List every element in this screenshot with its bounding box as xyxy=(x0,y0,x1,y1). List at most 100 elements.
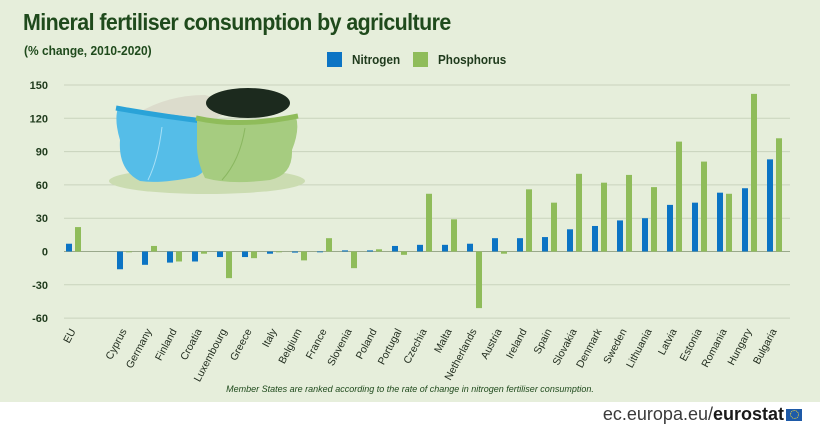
dark-fertiliser-pile xyxy=(206,88,290,118)
bar-nitrogen-portugal xyxy=(392,245,398,252)
bar-nitrogen-croatia xyxy=(192,251,198,262)
green-sack-icon xyxy=(196,117,298,183)
x-tick-label: Czechia xyxy=(401,327,429,366)
x-tick-label: France xyxy=(304,327,330,362)
bar-phosphorus-eu xyxy=(75,227,81,252)
bar-phosphorus-czechia xyxy=(426,193,432,252)
x-tick-label: Portugal xyxy=(376,327,405,367)
y-tick-label: 60 xyxy=(36,180,48,192)
y-tick-label: 90 xyxy=(36,147,48,159)
bar-phosphorus-sweden xyxy=(626,174,632,252)
bar-nitrogen-malta xyxy=(442,244,448,252)
bar-nitrogen-hungary xyxy=(742,188,748,252)
bars-layer xyxy=(66,93,782,309)
bar-nitrogen-poland xyxy=(367,250,373,252)
legend-item-phosphorus: Phosphorus xyxy=(413,52,514,67)
bar-phosphorus-ireland xyxy=(526,189,532,252)
eu-flag-icon xyxy=(786,408,802,421)
bar-nitrogen-slovakia xyxy=(567,229,573,252)
bar-phosphorus-italy xyxy=(276,251,282,253)
bar-nitrogen-luxembourg xyxy=(217,251,223,258)
green-sack-fold xyxy=(221,127,246,181)
bar-phosphorus-denmark xyxy=(601,182,607,252)
bar-nitrogen-lithuania xyxy=(642,218,648,252)
x-tick-label: EU xyxy=(61,327,78,346)
fertiliser-sacks-illustration xyxy=(109,88,305,194)
x-tick-label: Poland xyxy=(354,327,380,362)
x-tick-label: Bulgaria xyxy=(751,327,780,367)
bar-phosphorus-france xyxy=(326,238,332,252)
x-tick-label: Greece xyxy=(228,327,255,363)
source-credit[interactable]: ec.europa.eu/eurostat xyxy=(603,404,802,425)
bar-phosphorus-finland xyxy=(176,251,182,262)
y-tick-label: 120 xyxy=(30,113,48,125)
x-tick-label: Estonia xyxy=(678,327,705,364)
bar-phosphorus-croatia xyxy=(201,251,207,254)
bar-phosphorus-slovenia xyxy=(351,251,357,269)
green-sack-rim xyxy=(195,113,299,126)
chart-panel xyxy=(0,0,820,402)
x-tick-label: Spain xyxy=(531,327,554,356)
y-tick-label: 0 xyxy=(42,247,48,259)
bar-phosphorus-hungary xyxy=(751,93,757,252)
legend-swatch-nitrogen xyxy=(327,52,342,67)
x-tick-label: Latvia xyxy=(656,327,680,358)
bar-nitrogen-denmark xyxy=(592,225,598,252)
bar-phosphorus-slovakia xyxy=(576,173,582,252)
bar-phosphorus-poland xyxy=(376,249,382,252)
bar-phosphorus-luxembourg xyxy=(226,251,232,279)
bar-nitrogen-sweden xyxy=(617,220,623,252)
bar-phosphorus-malta xyxy=(451,219,457,252)
bar-phosphorus-romania xyxy=(726,193,732,252)
x-tick-label: Austria xyxy=(479,327,505,362)
bar-nitrogen-austria xyxy=(492,238,498,252)
bar-phosphorus-bulgaria xyxy=(776,138,782,252)
legend-item-nitrogen: Nitrogen xyxy=(327,52,405,67)
bar-nitrogen-estonia xyxy=(692,202,698,252)
bar-phosphorus-estonia xyxy=(701,161,707,252)
bar-nitrogen-cyprus xyxy=(117,251,123,270)
bar-phosphorus-spain xyxy=(551,202,557,252)
legend-swatch-phosphorus xyxy=(413,52,428,67)
bar-nitrogen-netherlands xyxy=(467,243,473,252)
bar-nitrogen-france xyxy=(317,251,323,253)
bar-phosphorus-portugal xyxy=(401,251,407,255)
bar-phosphorus-austria xyxy=(501,251,507,254)
bar-nitrogen-greece xyxy=(242,251,248,258)
source-brand: eurostat xyxy=(712,404,784,424)
x-tick-label: Ireland xyxy=(504,327,530,361)
bar-nitrogen-italy xyxy=(267,251,273,254)
y-tick-label: 150 xyxy=(30,80,48,92)
bar-nitrogen-belgium xyxy=(292,251,298,253)
chart-title: Mineral fertiliser consumption by agricu… xyxy=(23,9,451,35)
blue-sack-icon xyxy=(116,108,209,182)
category-labels: EU CyprusGermanyFinlandCroatiaLuxembourgG… xyxy=(61,326,780,384)
x-tick-label: Finland xyxy=(153,327,180,363)
bar-nitrogen-ireland xyxy=(517,238,523,252)
bar-phosphorus-lithuania xyxy=(651,187,657,252)
footnote: Member States are ranked according to th… xyxy=(226,384,594,394)
bar-nitrogen-czechia xyxy=(417,244,423,252)
bar-nitrogen-spain xyxy=(542,237,548,252)
bar-nitrogen-latvia xyxy=(667,204,673,252)
y-tick-label: 30 xyxy=(36,213,48,225)
y-tick-label: -60 xyxy=(32,313,48,325)
bar-phosphorus-cyprus xyxy=(126,251,132,253)
source-domain: ec.europa.eu/ xyxy=(602,404,713,424)
bar-nitrogen-bulgaria xyxy=(767,159,773,252)
legend-label-phosphorus: Phosphorus xyxy=(438,52,507,67)
x-tick-label: Cyprus xyxy=(103,327,129,362)
bar-phosphorus-belgium xyxy=(301,251,307,261)
x-tick-label: Malta xyxy=(432,327,455,355)
bar-phosphorus-greece xyxy=(251,251,257,259)
bar-nitrogen-finland xyxy=(167,251,173,263)
bar-phosphorus-latvia xyxy=(676,141,682,252)
bar-nitrogen-germany xyxy=(142,251,148,265)
bar-phosphorus-germany xyxy=(151,245,157,252)
bar-nitrogen-eu xyxy=(66,243,72,252)
x-tick-label: Italy xyxy=(260,326,280,349)
y-tick-label: -30 xyxy=(32,280,48,292)
bar-nitrogen-slovenia xyxy=(342,250,348,252)
blue-sack-fold xyxy=(147,126,163,181)
